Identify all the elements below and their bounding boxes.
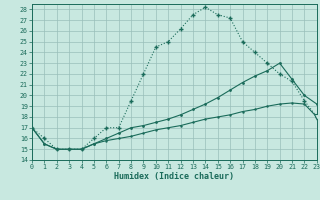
X-axis label: Humidex (Indice chaleur): Humidex (Indice chaleur) bbox=[115, 172, 234, 181]
